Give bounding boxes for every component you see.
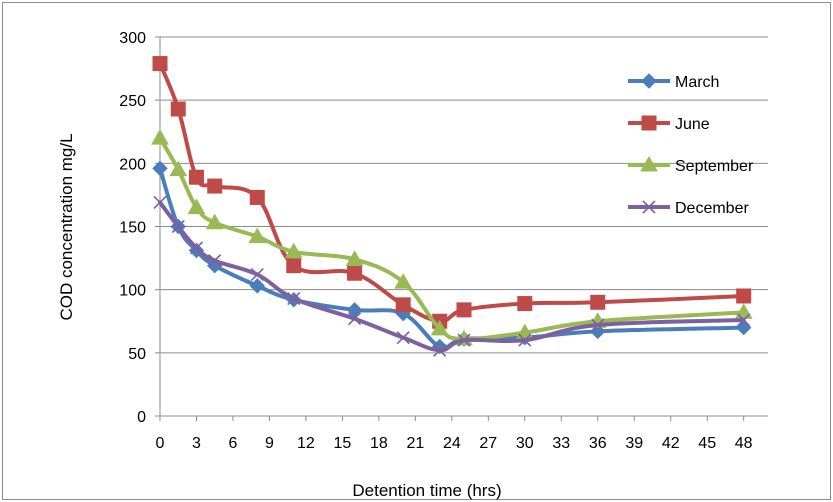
data-point-triangle (345, 250, 364, 266)
x-tick-label: 42 (662, 435, 680, 452)
data-point-triangle (187, 198, 206, 215)
data-point-x (518, 333, 532, 347)
data-point-triangle (169, 160, 188, 177)
x-tick-label: 18 (370, 435, 388, 452)
data-point-triangle (205, 213, 224, 230)
data-point-square (641, 115, 657, 131)
x-tick-label: 6 (229, 435, 238, 452)
y-tick-label: 200 (119, 156, 146, 173)
x-tick-label: 12 (297, 435, 315, 452)
data-point-diamond (152, 160, 168, 177)
data-point-square (249, 189, 265, 205)
x-axis-title: Detention time (hrs) (352, 481, 501, 500)
data-point-x (396, 331, 410, 345)
data-point-triangle (151, 129, 169, 145)
y-tick-label: 150 (119, 220, 146, 237)
series-lines (151, 56, 753, 357)
legend: March June September December (628, 73, 754, 217)
data-point-triangle (430, 319, 449, 336)
data-point-square (517, 296, 533, 312)
y-tick-label: 250 (119, 93, 146, 110)
data-point-x (642, 200, 656, 214)
data-point-square (286, 258, 302, 274)
legend-item-december: December (628, 200, 749, 217)
legend-item-september: September (628, 155, 754, 175)
data-point-square (170, 101, 186, 117)
x-tick-label: 21 (406, 435, 424, 452)
x-tick-label: 3 (192, 435, 201, 452)
x-tick-label: 45 (698, 435, 716, 452)
data-point-triangle (394, 273, 413, 289)
data-point-triangle (284, 242, 303, 259)
x-tick-label: 48 (735, 435, 753, 452)
y-tick-label: 300 (119, 30, 146, 47)
series-december (153, 195, 751, 357)
x-tick-label: 30 (516, 435, 534, 452)
data-point-x (250, 267, 264, 282)
data-point-square (188, 169, 204, 185)
x-tick-label: 36 (589, 435, 607, 452)
data-point-square (152, 56, 168, 72)
data-point-diamond (641, 73, 657, 89)
data-point-triangle (640, 155, 658, 172)
data-point-x (153, 195, 167, 210)
data-point-x (347, 312, 362, 326)
data-point-square (590, 294, 606, 310)
data-point-x (433, 343, 447, 357)
data-point-x (591, 318, 605, 332)
x-tick-label: 39 (625, 435, 643, 452)
x-tick-label: 24 (443, 435, 461, 452)
data-point-x (457, 333, 471, 347)
x-tick-label: 33 (552, 435, 570, 452)
y-tick-label: 50 (128, 346, 146, 363)
data-point-square (347, 265, 363, 281)
data-point-diamond (249, 278, 265, 294)
x-tick-label: 27 (479, 435, 497, 452)
legend-item-march: March (628, 73, 719, 91)
data-point-x (737, 313, 751, 327)
data-point-square (736, 288, 752, 304)
x-tick-label: 15 (334, 435, 352, 452)
data-point-x (287, 291, 301, 306)
legend-label: September (675, 158, 754, 175)
x-tick-label: 0 (156, 435, 165, 452)
legend-label: June (675, 116, 710, 133)
data-point-x (189, 241, 204, 255)
y-tick-label: 0 (137, 409, 146, 426)
legend-label: December (675, 200, 749, 217)
y-axis-title: COD concentration mg/L (57, 133, 76, 320)
data-point-square (395, 297, 411, 313)
legend-label: March (675, 74, 719, 91)
x-tick-label: 9 (265, 435, 274, 452)
legend-item-june: June (628, 115, 710, 133)
data-point-x (208, 254, 222, 268)
data-point-x (171, 219, 185, 234)
data-point-triangle (248, 227, 267, 244)
data-point-square (207, 178, 223, 194)
data-point-square (456, 302, 472, 318)
y-tick-label: 100 (119, 283, 146, 300)
